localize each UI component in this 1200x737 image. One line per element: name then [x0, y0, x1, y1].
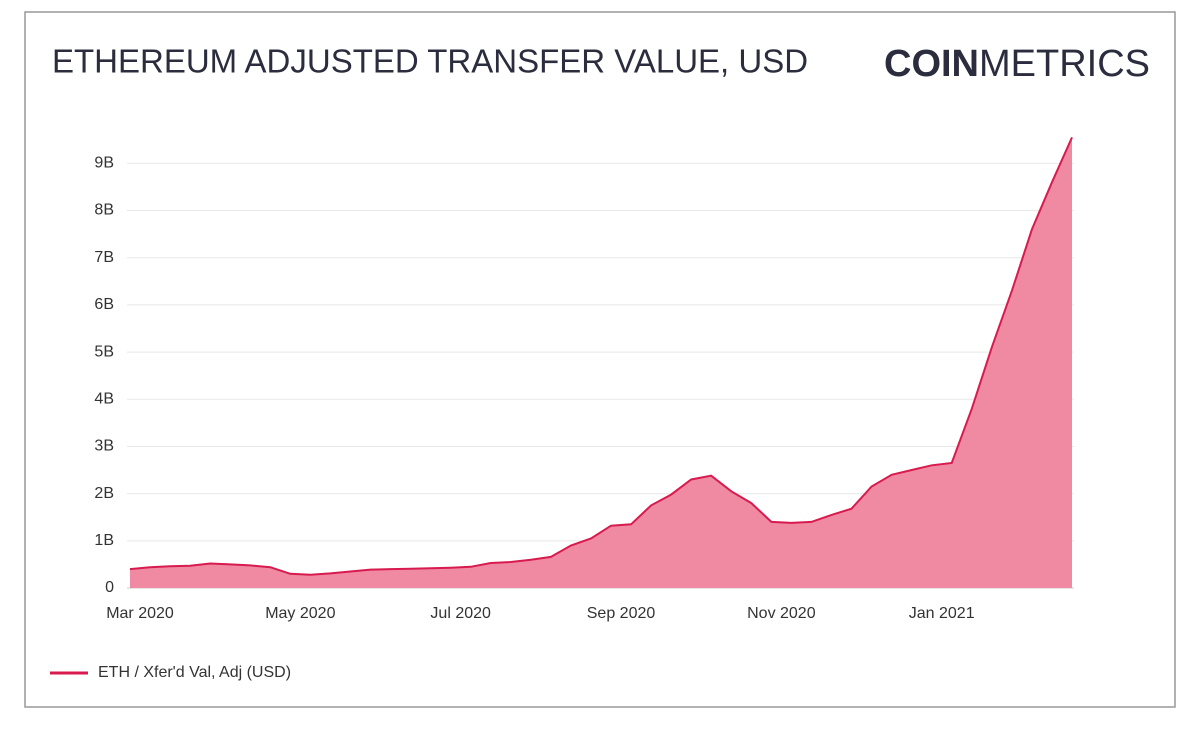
y-tick-label: 4B — [94, 390, 114, 407]
legend-label: ETH / Xfer'd Val, Adj (USD) — [98, 664, 291, 681]
frame — [24, 11, 1176, 708]
chart-title: ETHEREUM ADJUSTED TRANSFER VALUE, USD — [52, 43, 808, 80]
area — [130, 137, 1072, 588]
logo: COINMETRICS — [884, 43, 1150, 85]
logo-light: METRICS — [979, 43, 1150, 85]
line — [129, 136, 1073, 576]
y-tick-label: 3B — [94, 438, 114, 455]
y-tick-label: 6B — [94, 296, 114, 313]
y-tick-label: 9B — [94, 155, 114, 172]
y-tick-label: 8B — [94, 202, 114, 219]
x-tick-label: Jan 2021 — [909, 605, 975, 622]
y-tick-label: 2B — [94, 485, 114, 502]
x-tick-label: May 2020 — [265, 605, 335, 622]
x-tick-label: Jul 2020 — [430, 605, 491, 622]
y-tick-label: 5B — [94, 343, 114, 360]
x-tick-label: Sep 2020 — [587, 605, 656, 622]
y-tick-label: 7B — [94, 249, 114, 266]
logo-bold: COIN — [884, 43, 979, 85]
x-tick-label: Nov 2020 — [747, 605, 816, 622]
x-tick-label: Mar 2020 — [106, 605, 174, 622]
y-tick-label: 0 — [105, 579, 114, 596]
y-tick-label: 1B — [94, 532, 114, 549]
